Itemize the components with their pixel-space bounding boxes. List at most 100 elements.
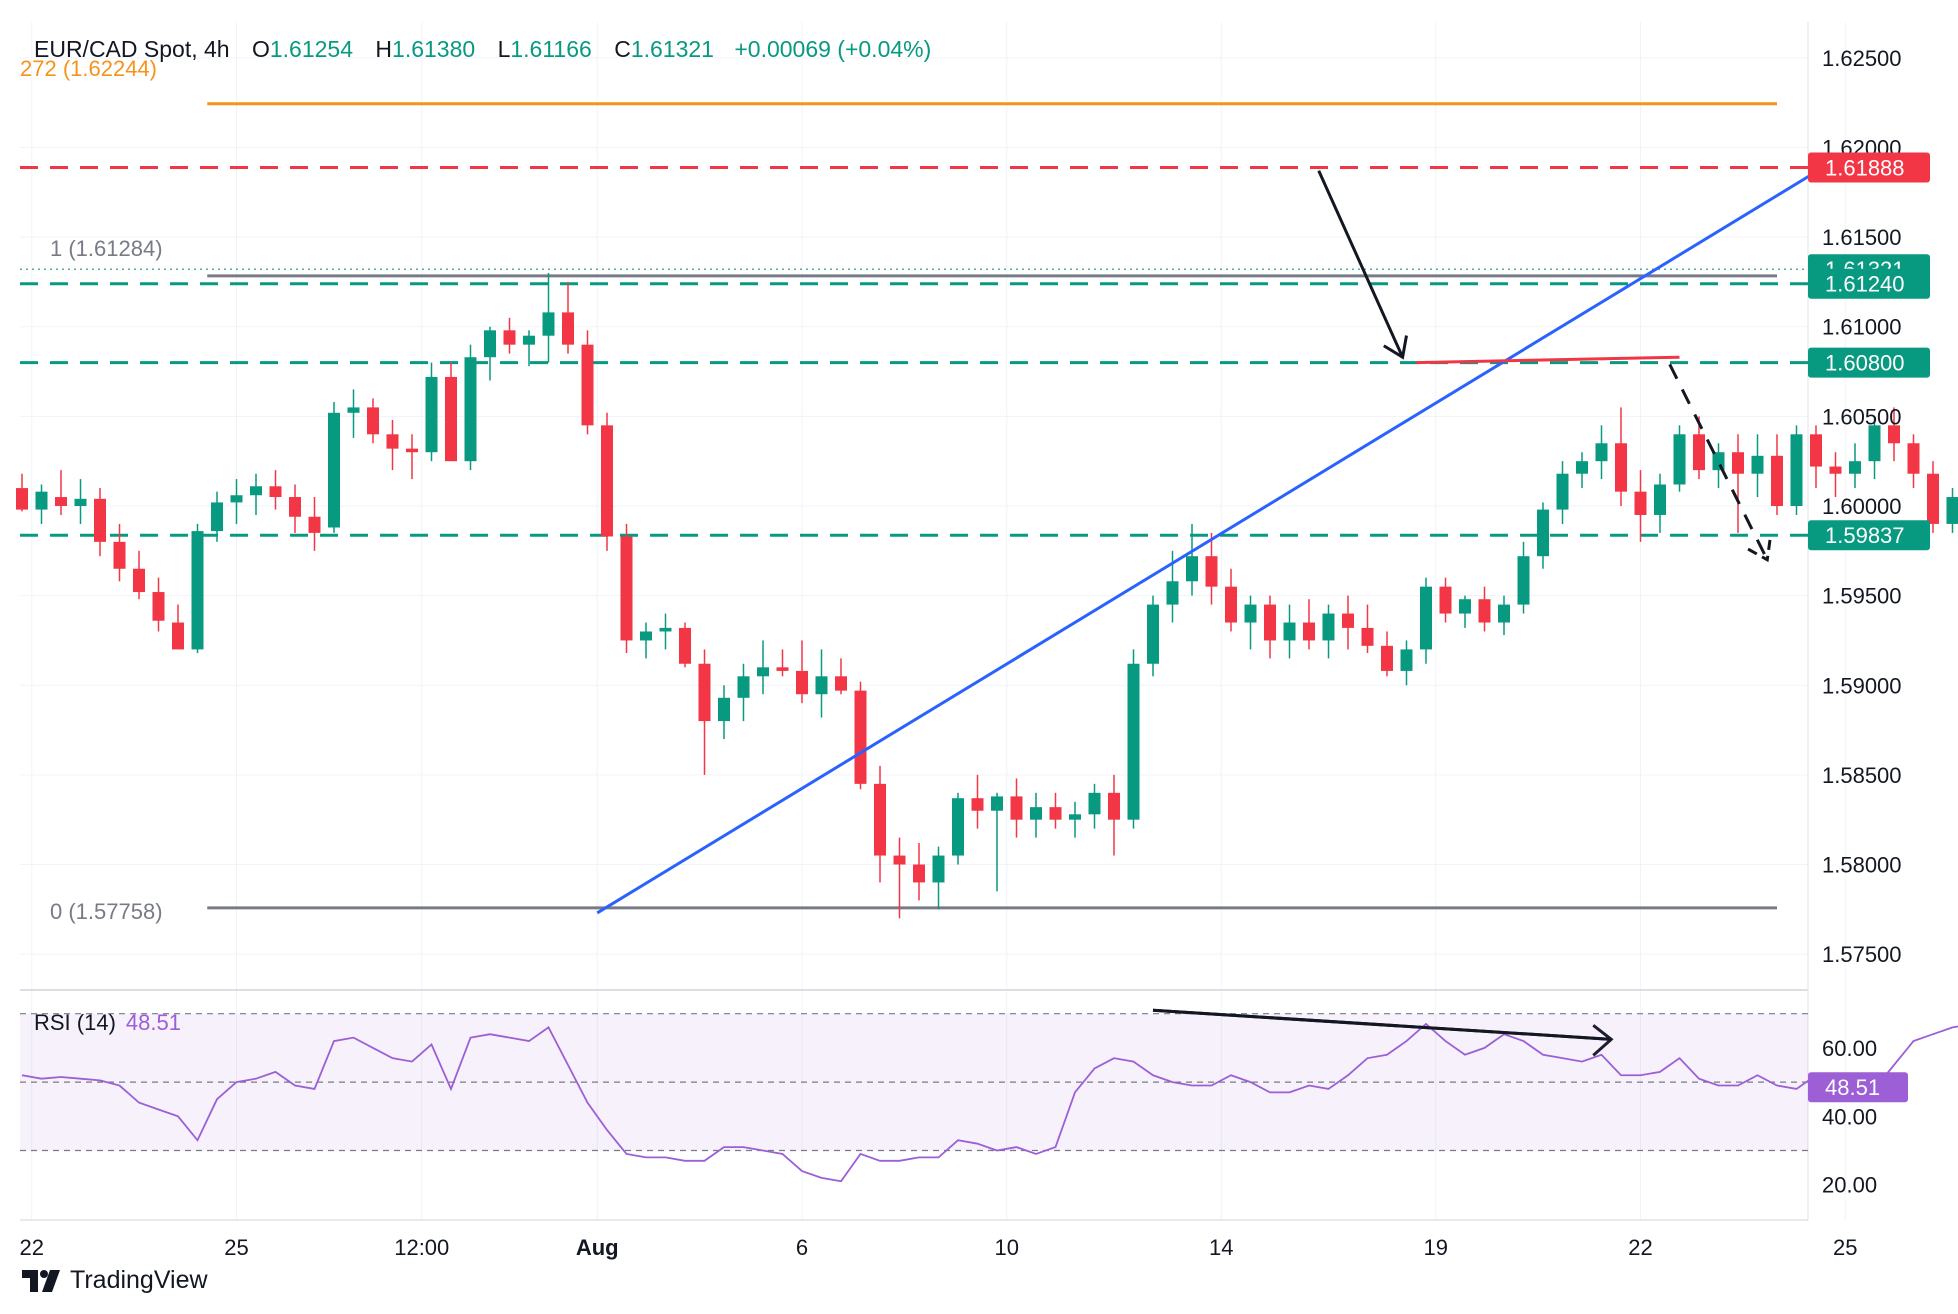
candle-body <box>757 667 769 677</box>
high-label: H <box>375 36 393 62</box>
time-tick-label: 10 <box>995 1235 1019 1260</box>
candle-body <box>698 663 711 722</box>
time-tick-label: 22 <box>20 1235 44 1260</box>
candle-body <box>971 798 984 811</box>
candle-body <box>854 690 867 784</box>
arrow-arrowhead <box>1383 335 1408 360</box>
candle-body <box>445 376 457 462</box>
time-tick-label: 12:00 <box>394 1235 449 1260</box>
candle-body <box>1615 443 1627 492</box>
candle-body <box>464 357 477 462</box>
candle-body <box>1459 599 1471 614</box>
price-badge <box>1808 152 1930 183</box>
price-tick-label: 1.60500 <box>1822 404 1902 429</box>
candle-body <box>308 516 321 533</box>
candle-body <box>932 855 945 883</box>
trendline-line <box>596 158 1837 915</box>
time-tick-label: 25 <box>224 1235 248 1260</box>
open-label: O <box>251 36 270 62</box>
arrow-line <box>1317 170 1404 358</box>
candle-body <box>1342 613 1354 628</box>
fib-ext-label: 272 (1.62244) <box>20 56 157 81</box>
candle-body <box>523 335 535 345</box>
candle-body <box>1517 556 1530 605</box>
candle-body <box>1322 613 1335 641</box>
candle-body <box>1732 452 1744 474</box>
rsi-name: RSI (14) <box>34 1010 116 1035</box>
candle-body <box>1634 491 1647 515</box>
rsi-tick-label: 20.00 <box>1822 1173 1877 1198</box>
projection-line <box>1668 363 1769 561</box>
candle-body <box>1283 622 1296 641</box>
price-badge-label: 1.61888 <box>1825 156 1905 181</box>
low-value: 1.61166 <box>510 36 592 62</box>
candle-body <box>367 407 379 435</box>
candle-body <box>542 312 555 336</box>
chart-header: EUR/CAD Spot, 4h O1.61254 H1.61380 L1.61… <box>34 36 931 63</box>
candle-body <box>503 330 516 345</box>
candle-body <box>406 448 418 453</box>
close-value: 1.61321 <box>630 36 714 62</box>
candle-body <box>796 670 808 695</box>
price-badge-label: 1.59837 <box>1825 523 1905 548</box>
candle-body <box>289 497 301 517</box>
candle-body <box>1498 604 1510 623</box>
candle-body <box>1790 434 1803 506</box>
price-tick-label: 1.57500 <box>1822 942 1902 967</box>
candle-body <box>874 783 886 856</box>
price-tick-label: 1.59500 <box>1822 584 1902 609</box>
candle-body <box>35 491 48 510</box>
candle-body <box>1400 649 1413 671</box>
candle-body <box>1439 586 1452 614</box>
price-tick-label: 1.58500 <box>1822 763 1902 788</box>
candle-body <box>601 425 613 537</box>
rsi-line <box>21 1022 1958 1183</box>
candle-body <box>1556 473 1569 510</box>
candle-body <box>893 855 906 865</box>
price-badge <box>1808 268 1930 299</box>
candle-body <box>1829 466 1842 474</box>
candle-body <box>1264 604 1276 641</box>
tradingview-logo-icon <box>22 1269 60 1292</box>
price-tick-label: 1.58000 <box>1822 853 1902 878</box>
candle-body <box>152 592 165 621</box>
candle-body <box>1049 807 1062 820</box>
candle-body <box>1868 425 1881 462</box>
candle-body <box>172 622 184 650</box>
candle-body <box>1810 434 1822 467</box>
candle-body <box>1654 484 1666 515</box>
candle-body <box>1108 792 1120 820</box>
rsi-value-badge <box>1808 1072 1908 1103</box>
price-tick-label: 1.62500 <box>1822 46 1902 71</box>
price-badge-label: 1.61240 <box>1825 272 1905 297</box>
candle-body <box>679 627 691 664</box>
candle-body <box>1030 807 1042 820</box>
candle-body <box>776 667 789 671</box>
candle-body <box>230 495 243 503</box>
candle-body <box>1225 586 1237 623</box>
rsi-tick-label: 40.00 <box>1822 1104 1877 1129</box>
tradingview-logo[interactable]: TradingView <box>22 1266 208 1295</box>
candle-body <box>1576 461 1588 474</box>
candle-body <box>835 676 847 691</box>
candle-body <box>1420 586 1432 650</box>
price-badge <box>1808 520 1930 551</box>
projection-arrowhead <box>1747 537 1772 563</box>
candle-body <box>1166 581 1179 605</box>
candle-body <box>1907 443 1920 474</box>
candle-body <box>1244 604 1257 623</box>
candle-body <box>620 536 633 641</box>
candle-body <box>1927 473 1939 524</box>
candle-body <box>16 488 28 510</box>
rsi-current-value: 48.51 <box>125 1010 181 1035</box>
candle-body <box>1888 425 1900 444</box>
candles-group <box>16 272 1958 919</box>
rsi-divergence-line-top <box>1152 1008 1612 1041</box>
candle-body <box>425 376 438 453</box>
candle-body <box>94 498 106 542</box>
candle-body <box>737 676 750 698</box>
fib-zero-label: 0 (1.57758) <box>50 899 163 924</box>
price-tick-label: 1.59000 <box>1822 673 1902 698</box>
candle-body <box>1771 455 1783 506</box>
